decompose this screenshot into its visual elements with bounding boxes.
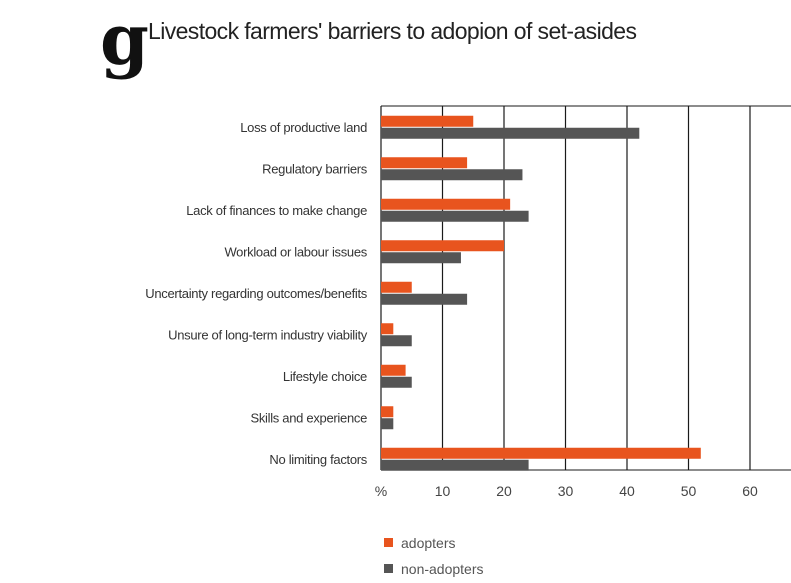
bar-non-adopters: [381, 376, 412, 388]
x-tick-label: %: [375, 483, 387, 499]
category-label: Lifestyle choice: [283, 369, 367, 384]
bar-non-adopters: [381, 335, 412, 347]
legend-swatch: [384, 564, 393, 573]
chart-title: g Livestock farmers' barriers to adopion…: [100, 0, 780, 88]
bar-non-adopters: [381, 169, 523, 181]
bar-adopters: [381, 281, 412, 293]
x-tick-label: 10: [435, 483, 451, 499]
bar-adopters: [381, 447, 701, 459]
bar-non-adopters: [381, 210, 529, 222]
x-tick-label: 50: [681, 483, 697, 499]
legend-label: non-adopters: [401, 561, 484, 577]
legend-item: adopters: [384, 535, 455, 551]
panel-letter: g: [100, 0, 149, 81]
x-tick-label: 40: [619, 483, 635, 499]
x-tick-label: 60: [742, 483, 758, 499]
title-text: Livestock farmers' barriers to adopion o…: [148, 18, 637, 44]
category-label: No limiting factors: [269, 452, 367, 467]
category-label: Workload or labour issues: [224, 244, 367, 259]
bar-adopters: [381, 198, 511, 210]
x-tick-label: 20: [496, 483, 512, 499]
bar-adopters: [381, 364, 406, 376]
legend-label: adopters: [401, 535, 456, 551]
category-label: Regulatory barriers: [262, 161, 368, 176]
bar-adopters: [381, 240, 504, 252]
bar-non-adopters: [381, 459, 529, 471]
legend-item: non-adopters: [384, 561, 484, 577]
bar-adopters: [381, 406, 394, 418]
category-label: Unsure of long-term industry viability: [168, 327, 368, 342]
bar-adopters: [381, 157, 468, 169]
bar-non-adopters: [381, 252, 461, 264]
bar-adopters: [381, 115, 474, 127]
x-tick-label: 30: [558, 483, 574, 499]
category-label: Skills and experience: [250, 410, 367, 425]
bar-adopters: [381, 323, 394, 335]
bar-non-adopters: [381, 293, 468, 305]
bar-non-adopters: [381, 127, 640, 139]
legend-swatch: [384, 538, 393, 547]
bar-non-adopters: [381, 418, 394, 430]
category-label: Loss of productive land: [240, 120, 367, 135]
category-label: Uncertainty regarding outcomes/benefits: [145, 286, 368, 301]
category-label: Lack of finances to make change: [186, 203, 367, 218]
